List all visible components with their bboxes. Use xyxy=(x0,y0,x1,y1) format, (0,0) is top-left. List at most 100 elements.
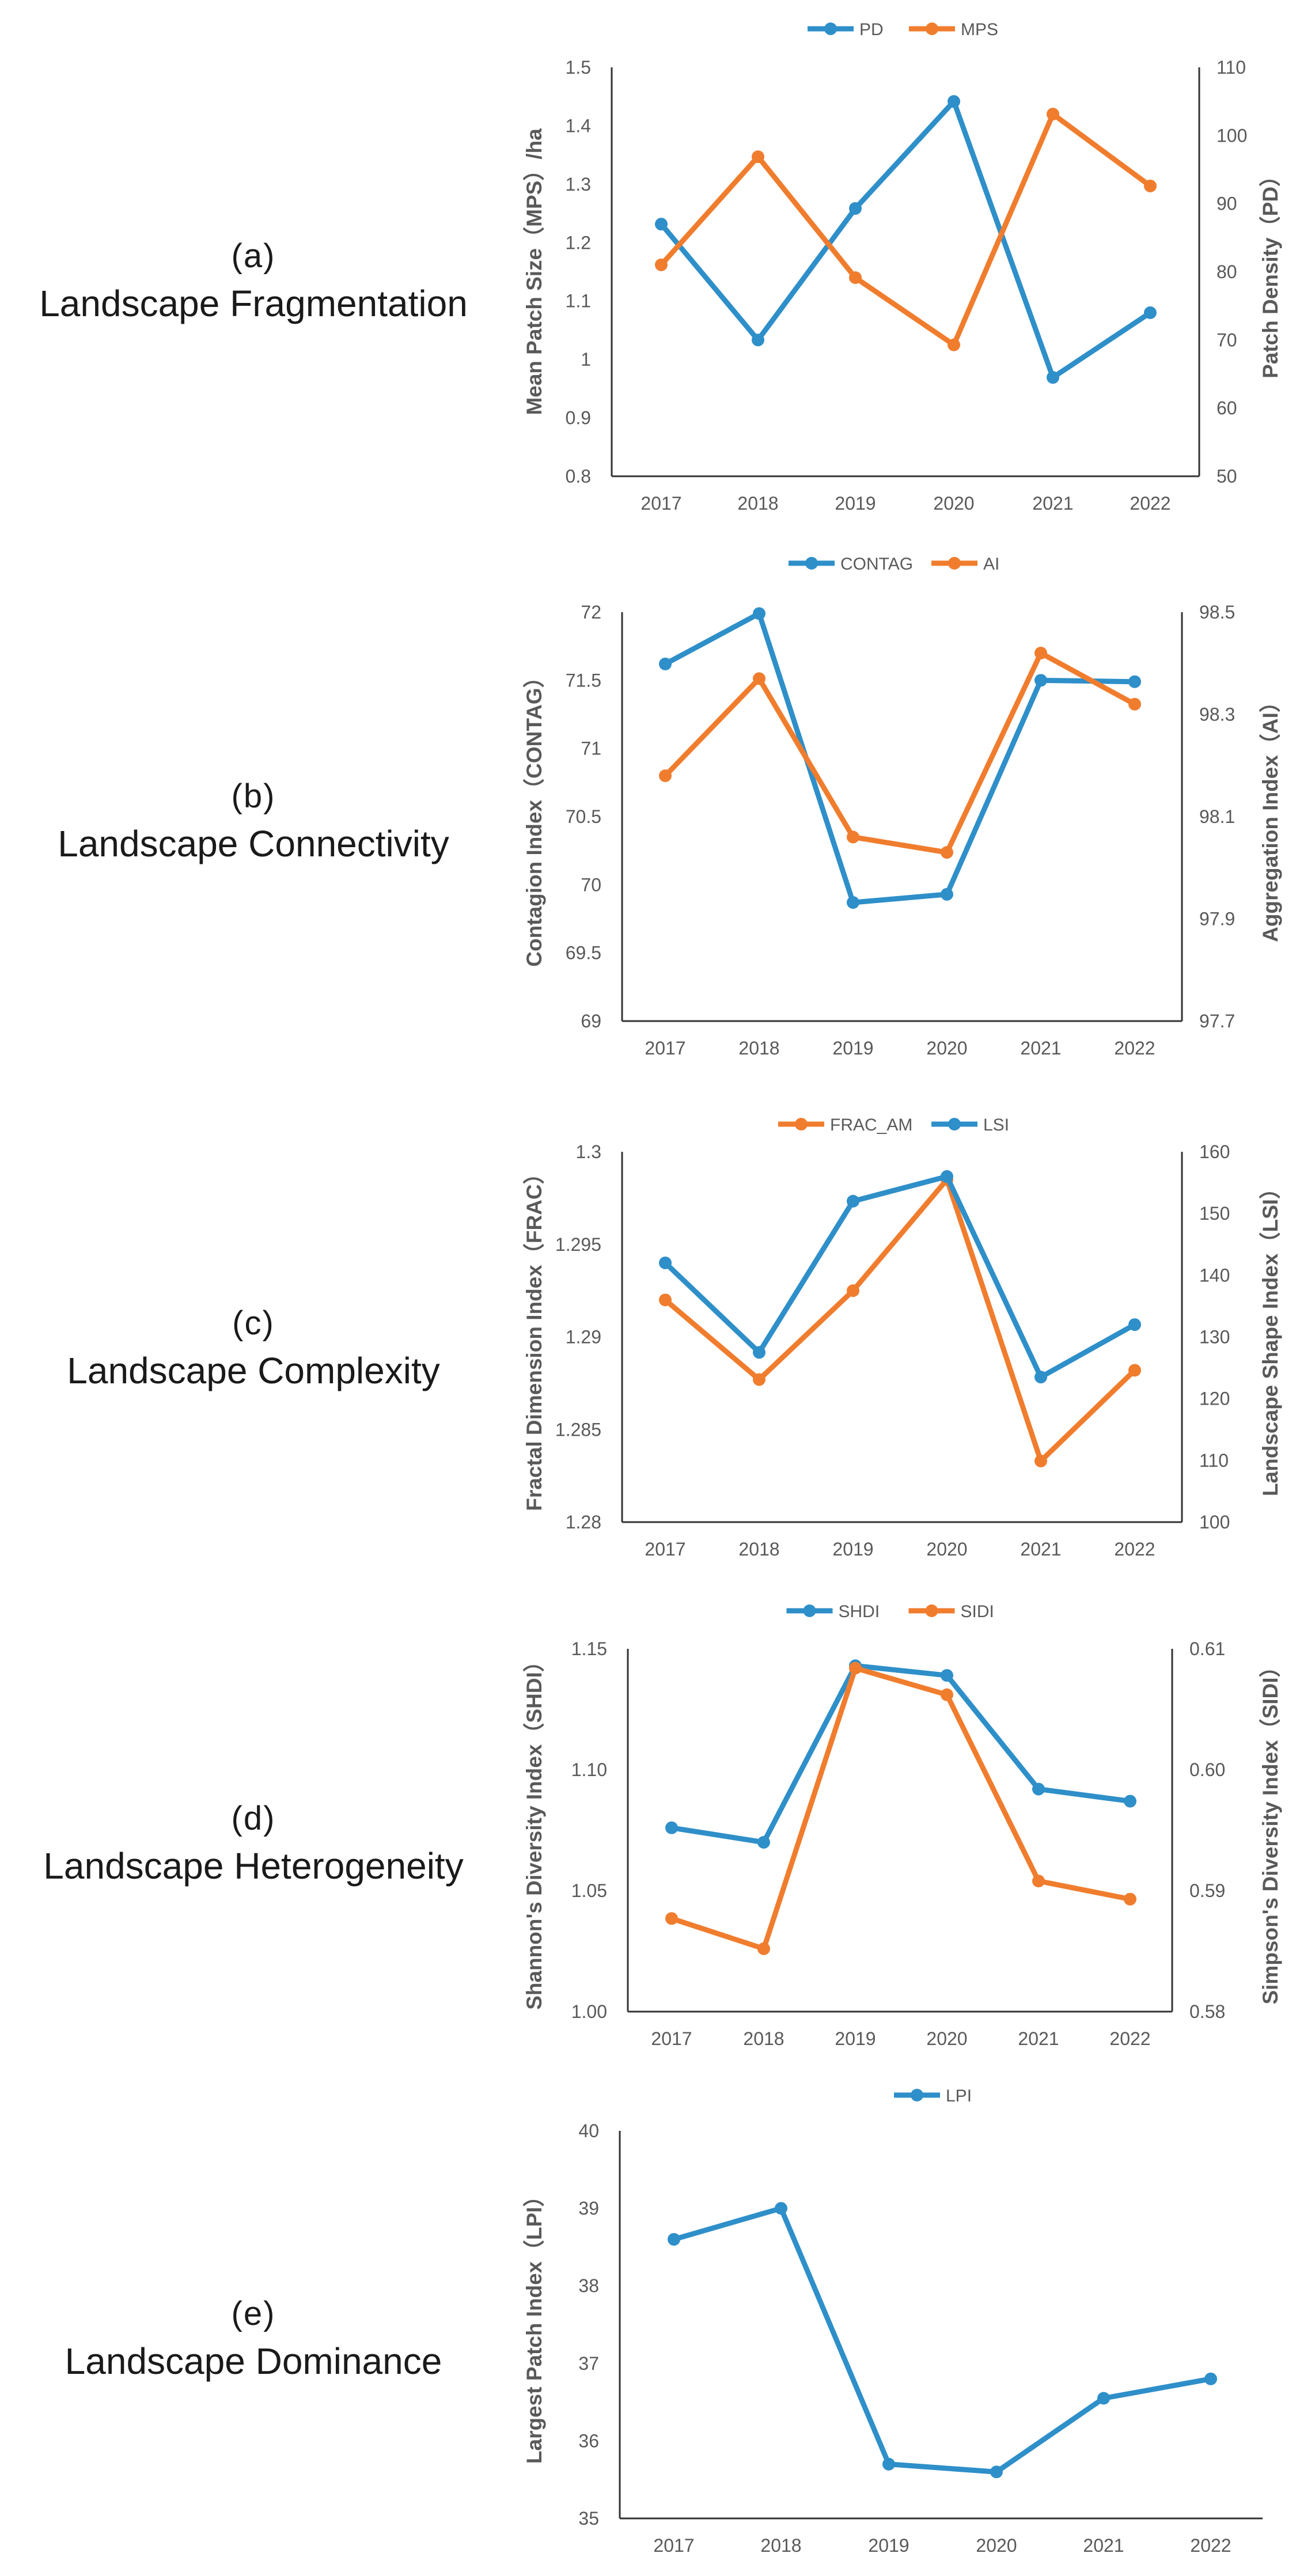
y2-tick-label: 100 xyxy=(1199,1512,1230,1532)
data-point-frac_am xyxy=(1034,1454,1047,1467)
legend-item-pd: PD xyxy=(808,20,884,39)
panel-label-e: (e) Landscape Dominance xyxy=(0,2291,507,2385)
y-tick-label: 1.15 xyxy=(571,1638,607,1659)
y2-tick-label: 60 xyxy=(1217,398,1237,419)
y-axis-title: Mean Patch Size（MPS）/ha xyxy=(522,128,546,415)
y2-tick-label: 0.60 xyxy=(1189,1759,1225,1780)
data-point-lsi xyxy=(847,1194,859,1208)
data-point-sidi xyxy=(757,1942,770,1955)
data-point-ai xyxy=(1034,647,1047,659)
y2-tick-label: 130 xyxy=(1199,1327,1230,1348)
y2-tick-label: 98.3 xyxy=(1199,704,1235,725)
data-point-sidi xyxy=(941,1688,953,1701)
y2-tick-label: 110 xyxy=(1199,1450,1229,1471)
data-point-contag xyxy=(1034,674,1047,687)
legend-swatch-marker xyxy=(911,2089,923,2101)
data-point-lpi xyxy=(668,2233,680,2246)
y-axis-title: Fractal Dimension Index（FRAC） xyxy=(522,1163,546,1511)
series-line-pd xyxy=(658,98,1153,380)
x-tick-label: 2022 xyxy=(1190,2535,1231,2556)
panel-name: Landscape Complexity xyxy=(67,1350,440,1391)
x-tick-label: 2021 xyxy=(1020,1539,1061,1560)
legend-swatch-marker xyxy=(948,1118,961,1130)
data-point-sidi xyxy=(849,1661,862,1675)
legend-item-frac_am: FRAC_AM xyxy=(778,1116,912,1135)
y-tick-label: 1.10 xyxy=(571,1759,607,1780)
y2-axis-title: Landscape Shape Index（LSI） xyxy=(1259,1178,1282,1496)
data-point-pd xyxy=(948,95,960,108)
data-point-lpi xyxy=(775,2202,787,2215)
y2-tick-label: 0.59 xyxy=(1189,1880,1225,1901)
series-line-contag xyxy=(662,610,1138,905)
legend-item-lpi: LPI xyxy=(894,2086,972,2105)
x-tick-label: 2019 xyxy=(832,1038,873,1059)
data-point-contag xyxy=(1128,675,1141,688)
panel-tag: (b) xyxy=(231,777,276,815)
x-tick-label: 2017 xyxy=(653,2535,694,2556)
y2-tick-label: 98.1 xyxy=(1199,806,1235,827)
x-tick-label: 2019 xyxy=(832,1539,873,1560)
y2-tick-label: 0.58 xyxy=(1189,2001,1225,2022)
y2-tick-label: 0.61 xyxy=(1189,1638,1225,1659)
legend-label: LPI xyxy=(946,2086,972,2105)
data-point-shdi xyxy=(941,1669,953,1682)
y-tick-label: 71 xyxy=(581,738,601,759)
y-tick-label: 38 xyxy=(578,2275,599,2296)
legend-item-mps: MPS xyxy=(909,20,998,39)
x-tick-label: 2018 xyxy=(760,2535,801,2556)
data-point-frac_am xyxy=(1128,1364,1141,1377)
data-point-sidi xyxy=(665,1912,678,1925)
data-point-mps xyxy=(752,150,764,164)
x-tick-label: 2019 xyxy=(835,493,876,514)
y2-tick-label: 97.9 xyxy=(1199,909,1235,930)
x-tick-label: 2020 xyxy=(926,1038,967,1059)
data-point-pd xyxy=(1047,371,1059,384)
y-tick-label: 1.285 xyxy=(555,1419,601,1440)
y-tick-label: 71.5 xyxy=(566,670,601,691)
data-point-lpi xyxy=(1097,2392,1110,2405)
data-point-frac_am xyxy=(659,1293,672,1307)
panel-name: Landscape Connectivity xyxy=(58,823,449,864)
legend-label: MPS xyxy=(961,20,998,39)
data-point-shdi xyxy=(1124,1795,1136,1808)
data-point-shdi xyxy=(1032,1782,1045,1796)
y-tick-label: 1.1 xyxy=(566,291,591,312)
data-point-mps xyxy=(948,338,960,351)
x-tick-label: 2021 xyxy=(1018,2028,1059,2049)
y-tick-label: 0.9 xyxy=(566,408,591,428)
x-tick-label: 2022 xyxy=(1114,1539,1155,1560)
x-tick-label: 2020 xyxy=(926,2028,967,2049)
data-point-mps xyxy=(849,271,862,284)
x-tick-label: 2018 xyxy=(738,1038,779,1059)
chart-0: 0.8 0.9 1 1.1 1.2 1.3 1.4 1.5 50 60 70 80 90 100 110 20… xyxy=(522,20,1282,514)
legend-item-lsi: LSI xyxy=(931,1116,1009,1135)
y-tick-label: 1 xyxy=(581,349,591,370)
y2-tick-label: 140 xyxy=(1199,1265,1230,1285)
x-tick-label: 2017 xyxy=(641,493,681,514)
data-point-contag xyxy=(753,607,765,620)
data-point-contag xyxy=(941,887,953,901)
y-tick-label: 1.295 xyxy=(555,1234,601,1255)
x-tick-label: 2021 xyxy=(1020,1038,1061,1059)
chart-1: 69 69.5 70 70.5 71 71.5 72 97.7 97.9 98.1 98.3 98.5… xyxy=(522,555,1282,1059)
x-tick-label: 2017 xyxy=(651,2028,692,2049)
data-point-ai xyxy=(847,830,859,844)
x-tick-label: 2022 xyxy=(1109,2028,1150,2049)
legend-item-sidi: SIDI xyxy=(908,1602,994,1621)
y2-tick-label: 120 xyxy=(1199,1388,1230,1409)
y-tick-label: 1.5 xyxy=(566,57,591,78)
legend-label: AI xyxy=(983,555,999,574)
panel-name: Landscape Fragmentation xyxy=(39,283,468,324)
y-tick-label: 1.2 xyxy=(566,232,591,253)
panel-label-a: (a) Landscape Fragmentation xyxy=(0,233,507,328)
x-tick-label: 2022 xyxy=(1114,1038,1155,1059)
y-tick-label: 39 xyxy=(578,2198,599,2219)
series-line-mps xyxy=(658,111,1153,348)
y-tick-label: 40 xyxy=(578,2120,599,2141)
data-point-pd xyxy=(849,202,862,215)
data-point-pd xyxy=(1144,306,1157,319)
y-tick-label: 69.5 xyxy=(566,943,601,963)
y2-tick-label: 160 xyxy=(1199,1141,1230,1162)
x-tick-label: 2018 xyxy=(738,1539,779,1560)
